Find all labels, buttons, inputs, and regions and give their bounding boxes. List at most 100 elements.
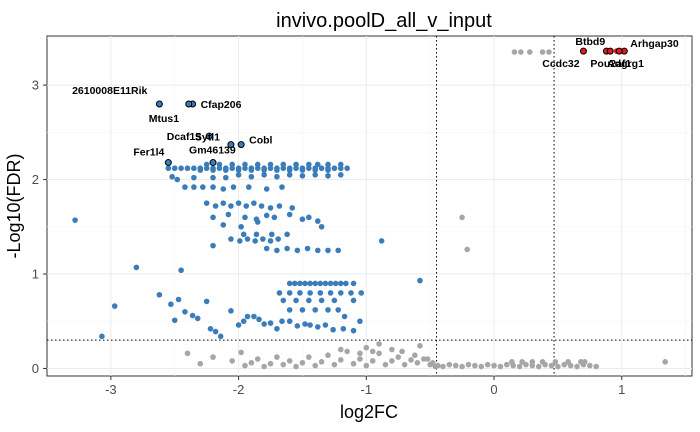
data-point: [330, 326, 336, 333]
data-point: [459, 214, 465, 221]
y-tick-label: 2: [32, 172, 39, 187]
data-point: [197, 167, 204, 173]
data-point: [312, 172, 319, 178]
data-point: [182, 184, 188, 190]
data-point: [325, 247, 331, 254]
data-point: [578, 359, 584, 365]
data-point: [519, 359, 525, 365]
data-point: [299, 167, 306, 173]
data-point: [242, 161, 248, 168]
data-point: [254, 356, 261, 362]
gene-label: Btbd9: [575, 36, 605, 48]
data-point: [318, 223, 325, 230]
data-point: [337, 357, 344, 363]
data-point: [284, 231, 290, 238]
data-point: [317, 280, 324, 287]
data-point: [412, 352, 418, 359]
data-point: [184, 165, 191, 172]
data-point: [511, 49, 518, 55]
data-point: [248, 167, 255, 173]
gene-label: 2610008E11Rik: [72, 85, 147, 97]
data-point: [369, 358, 376, 364]
gene-label: Gm46139: [189, 145, 236, 157]
data-point: [325, 172, 331, 179]
data-point: [244, 236, 251, 242]
gene-label: Adgrg1: [607, 58, 644, 70]
data-point: [302, 321, 308, 327]
x-tick-label: -2: [233, 382, 245, 397]
data-point: [267, 360, 274, 367]
data-point: [358, 290, 364, 296]
data-point: [350, 360, 357, 367]
data-point: [240, 231, 247, 238]
data-point: [223, 174, 229, 181]
data-point: [304, 245, 311, 252]
data-point: [587, 362, 593, 369]
data-point: [251, 200, 257, 206]
data-point: [335, 247, 342, 254]
gene-label: Fer1l4: [133, 147, 164, 159]
gene-label: Cobl: [249, 135, 272, 147]
data-point: [306, 297, 312, 304]
data-point: [184, 350, 191, 357]
data-point: [228, 308, 234, 314]
data-point: [539, 49, 546, 55]
gene-label: Dcaf15: [167, 131, 202, 143]
data-point: [210, 184, 216, 190]
data-point: [235, 200, 242, 206]
data-point: [294, 247, 301, 254]
data-point: [322, 322, 329, 328]
gene-label: Ccdc32: [542, 58, 580, 70]
data-point: [561, 361, 568, 368]
data-point: [284, 245, 290, 252]
data-point: [212, 203, 219, 209]
data-point: [491, 362, 497, 369]
data-point: [337, 172, 344, 178]
data-point: [420, 356, 427, 362]
data-point: [261, 167, 267, 173]
data-point: [299, 216, 306, 223]
data-point: [312, 167, 319, 173]
data-point: [235, 167, 242, 173]
data-point: [357, 356, 363, 362]
data-point: [171, 165, 178, 172]
data-point: [307, 322, 313, 328]
data-point: [344, 165, 350, 172]
data-point: [72, 217, 78, 223]
data-point: [268, 231, 275, 238]
data-point: [340, 325, 347, 332]
data-point: [389, 346, 395, 353]
labeled-point: [164, 159, 172, 167]
data-point: [497, 363, 504, 370]
labeled-point: [155, 100, 163, 108]
data-point: [203, 161, 210, 168]
data-point: [248, 173, 255, 180]
data-point: [555, 363, 561, 370]
data-point: [263, 245, 270, 252]
data-point: [552, 359, 559, 365]
data-point: [293, 297, 299, 304]
data-point: [312, 362, 319, 369]
data-point: [414, 359, 421, 366]
x-axis-title: log2FC: [340, 402, 398, 422]
y-axis-title: -Log10(FDR): [4, 153, 24, 258]
data-point: [258, 203, 265, 209]
labeled-point: [209, 159, 217, 167]
data-point: [302, 280, 308, 287]
data-point: [337, 280, 344, 287]
data-point: [401, 361, 408, 368]
data-point: [523, 361, 529, 368]
data-point: [389, 358, 395, 364]
data-point: [452, 362, 459, 369]
data-point: [286, 358, 293, 364]
data-point: [252, 238, 258, 244]
data-point: [280, 361, 287, 368]
data-point: [327, 280, 334, 287]
data-point: [331, 361, 338, 368]
data-point: [191, 174, 197, 181]
data-point: [307, 280, 313, 287]
labeled-point: [237, 141, 245, 149]
labeled-point: [615, 47, 623, 55]
data-point: [271, 214, 278, 221]
data-point: [274, 173, 280, 180]
